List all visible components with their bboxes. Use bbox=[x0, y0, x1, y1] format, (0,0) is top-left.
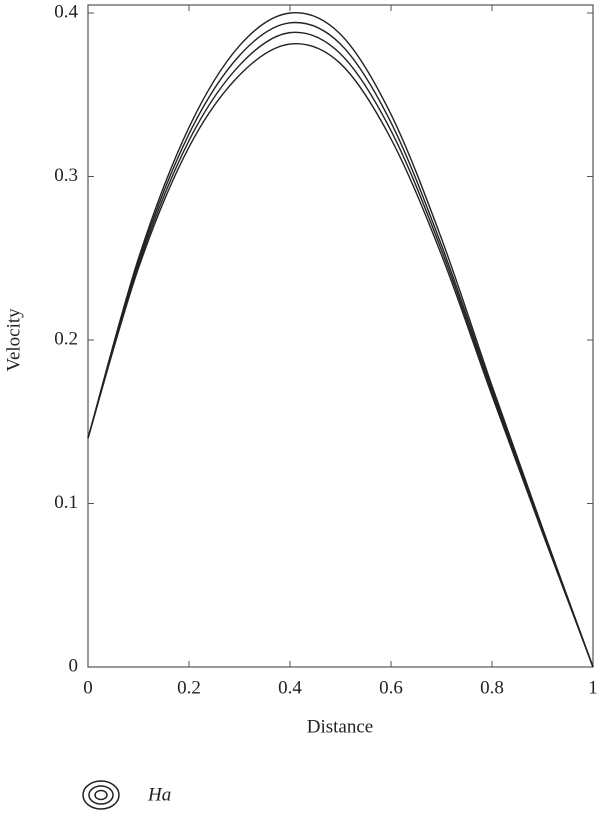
legend-icon bbox=[82, 780, 120, 810]
y-tick-label: 0 bbox=[69, 655, 79, 676]
x-tick-label: 0.2 bbox=[177, 677, 201, 698]
line-series bbox=[87, 21, 594, 668]
y-tick-label: 0.4 bbox=[54, 1, 78, 22]
plot-frame bbox=[87, 4, 594, 668]
y-axis-label: Velocity bbox=[3, 308, 24, 372]
x-axis-label: Distance bbox=[307, 716, 373, 737]
y-tick-label: 0.1 bbox=[54, 492, 78, 513]
y-tick-label: 0.3 bbox=[54, 165, 78, 186]
line-series bbox=[87, 11, 594, 668]
x-tick-label: 0 bbox=[83, 677, 93, 698]
legend-icon bbox=[88, 785, 114, 805]
legend: Ha bbox=[82, 780, 171, 810]
y-tick-label: 0.2 bbox=[54, 328, 78, 349]
x-tick-label: 0.6 bbox=[379, 677, 403, 698]
x-tick-label: 1 bbox=[588, 677, 598, 698]
line-series bbox=[87, 43, 594, 668]
x-tick-label: 0.4 bbox=[278, 677, 302, 698]
legend-title: Ha bbox=[147, 784, 171, 805]
x-tick-label: 0.8 bbox=[480, 677, 504, 698]
legend-icon bbox=[94, 789, 108, 801]
line-series bbox=[87, 31, 594, 668]
